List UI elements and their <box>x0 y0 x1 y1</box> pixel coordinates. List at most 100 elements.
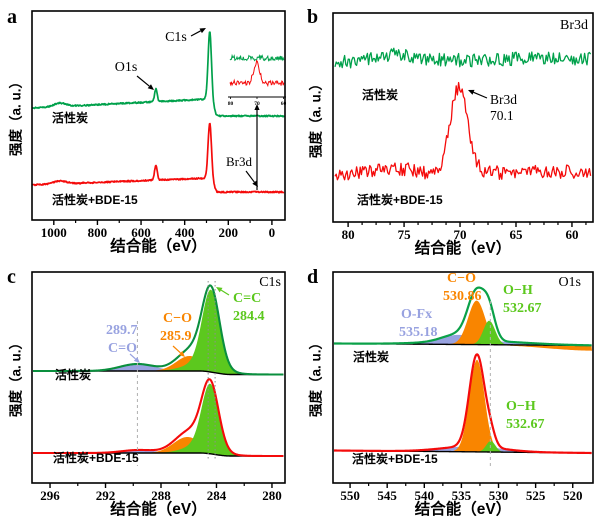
annotation-text: C=C <box>233 291 261 306</box>
panel-d-yaxis-title: 强度（a. u.） <box>308 336 324 418</box>
annotation-text: O−H <box>506 399 536 414</box>
component-tail <box>497 345 592 351</box>
envelope-curve <box>333 353 592 455</box>
annotation-arrow <box>172 345 185 357</box>
panel-a-xaxis-title: 结合能（eV） <box>110 238 207 255</box>
annotation-text: 活性炭 <box>52 110 88 125</box>
br3d-inset: 80 70 60 <box>228 53 287 107</box>
x-tick-label: 65 <box>509 227 522 242</box>
x-tick-label: 600 <box>131 225 151 240</box>
annotation-text: O1s <box>115 60 138 75</box>
annotation-text: 532.67 <box>503 301 542 316</box>
x-tick-label: 520 <box>563 488 583 503</box>
annotation-text: C−O <box>447 271 476 286</box>
annotation-text: 284.4 <box>233 309 265 324</box>
component-fill-C=C <box>33 383 284 456</box>
annotation-text: Br3d <box>226 154 253 169</box>
annotation-arrow <box>245 170 258 187</box>
x-axis-ticks: 296 292 288 284 280 <box>40 483 282 503</box>
panel-d-xaxis-title: 结合能（eV） <box>414 501 512 518</box>
panel-c-yaxis-title: 强度（a. u.） <box>8 336 24 418</box>
annotation-arrow <box>129 353 140 363</box>
x-tick-label: 70 <box>454 227 467 242</box>
annotation-text: C−O <box>163 311 192 326</box>
component-fill-C=C <box>33 289 284 375</box>
annotation-text: 70.1 <box>490 108 514 123</box>
annotation-text: C1s <box>165 30 187 45</box>
x-tick-label: 540 <box>415 488 435 503</box>
annotation-text: 活性炭+BDE-15 <box>352 451 438 466</box>
inset-tick-label: 60 <box>281 101 287 107</box>
panel-a-survey-plot: 80 70 60 1000 800 600 400 200 0 C1s O1s Br3d 活性炭活性炭+… <box>31 10 287 240</box>
annotation-text: 活性炭 <box>362 87 398 102</box>
annotation-text: 活性炭 <box>353 349 389 364</box>
panel-d-o1s-plot: 550 545 540 535 530 525 520 O1s C−O 530.86 O−H 532.… <box>332 271 594 503</box>
annotation-text: C=O <box>108 341 137 356</box>
x-axis-ticks: 1000 800 600 400 200 0 <box>41 220 275 240</box>
plot-frame <box>332 12 594 223</box>
annotation-text: 活性炭+BDE-15 <box>52 192 138 207</box>
plot-frame <box>31 10 286 221</box>
panel-c-letter: c <box>7 266 16 288</box>
annotation-text: 活性炭+BDE-15 <box>357 192 443 207</box>
annotation-arrow <box>254 104 260 190</box>
plot-frame <box>332 271 594 484</box>
annotation-arrow <box>190 28 206 37</box>
x-tick-label: 0 <box>269 225 276 240</box>
x-tick-label: 200 <box>219 225 239 240</box>
inset-tick-label: 80 <box>228 101 234 107</box>
annotation-text: Br3d <box>560 18 588 33</box>
panel-d-letter: d <box>307 266 319 288</box>
envelope-curve <box>32 284 284 376</box>
panel-a-letter: a <box>7 6 17 28</box>
component-fill-C−O <box>33 437 284 456</box>
x-tick-label: 550 <box>340 488 360 503</box>
survey-curve-red <box>31 122 285 194</box>
panel-b-xaxis-title: 结合能（eV） <box>414 240 512 257</box>
annotation-text: 285.9 <box>160 329 192 344</box>
x-tick-label: 535 <box>452 488 472 503</box>
x-tick-label: 1000 <box>41 225 67 240</box>
annotation-text: O1s <box>558 275 581 290</box>
annotation-text: 289.7 <box>106 323 138 338</box>
panel-a-yaxis-title: 强度（a. u.） <box>8 75 24 157</box>
noisy-curve <box>334 47 592 69</box>
annotation-text: Br3d <box>490 92 517 107</box>
annotation-text: 532.67 <box>506 417 545 432</box>
component-fill-C−O <box>334 359 592 453</box>
inset-curve <box>229 53 285 62</box>
panel-c-xaxis-title: 结合能（eV） <box>110 501 207 518</box>
x-tick-label: 75 <box>398 227 412 242</box>
x-tick-label: 280 <box>262 488 282 503</box>
inset-tick-label: 70 <box>254 101 260 107</box>
x-tick-label: 292 <box>96 488 116 503</box>
annotation-text: 活性炭+BDE-15 <box>53 450 139 465</box>
x-tick-label: 530 <box>489 488 509 503</box>
x-axis-ticks: 550 545 540 535 530 525 520 <box>340 483 582 503</box>
annotation-arrow <box>468 89 488 99</box>
annotation-arrow <box>216 287 230 296</box>
annotation-text: 530.86 <box>443 289 482 304</box>
annotation-text: 活性炭 <box>55 367 91 382</box>
x-tick-label: 800 <box>88 225 108 240</box>
x-tick-label: 400 <box>175 225 195 240</box>
survey-curve-green <box>32 31 285 118</box>
x-tick-label: 60 <box>565 227 578 242</box>
x-axis-ticks: 80 75 70 65 60 <box>342 222 587 242</box>
panel-b-letter: b <box>307 6 319 28</box>
component-fill-C−O <box>334 300 592 346</box>
noisy-curve <box>334 81 592 181</box>
x-tick-label: 288 <box>151 488 171 503</box>
x-tick-label: 80 <box>342 227 355 242</box>
annotation-arrow <box>136 75 154 90</box>
x-tick-label: 545 <box>377 488 397 503</box>
x-tick-label: 296 <box>40 488 60 503</box>
x-tick-label: 525 <box>526 488 546 503</box>
annotation-text: O−H <box>503 283 533 298</box>
inset-curve <box>229 59 285 88</box>
annotation-text: O-Fx <box>401 307 432 322</box>
panel-b-yaxis-title: 强度（a. u.） <box>308 77 324 159</box>
